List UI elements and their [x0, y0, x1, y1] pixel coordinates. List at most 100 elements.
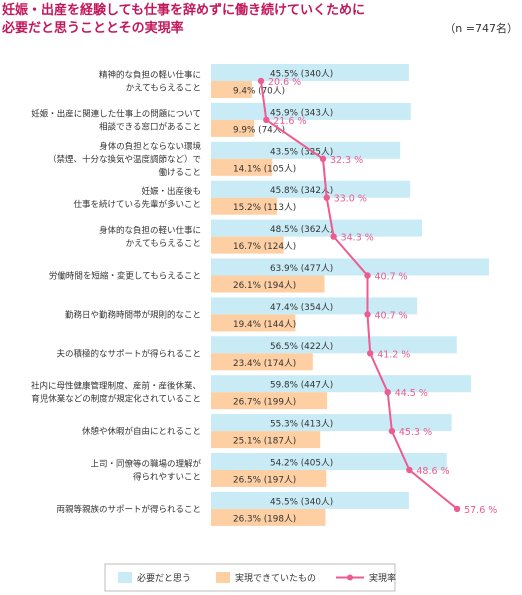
bar-realized-label: 26.1% (194人)	[233, 280, 296, 291]
bar-needed	[211, 375, 472, 393]
bar-needed	[211, 491, 409, 509]
legend-point-rate	[347, 574, 353, 581]
rate-label: 20.6 %	[268, 77, 301, 88]
bar-needed-label: 59.8% (447人)	[270, 380, 333, 391]
category-label: 労働時間を短縮・変更してもらえること	[49, 271, 201, 282]
bar-needed	[211, 180, 411, 198]
rate-point	[319, 155, 327, 162]
bar-needed-label: 55.3% (413人)	[270, 419, 333, 430]
rate-label: 41.2 %	[377, 349, 410, 360]
bar-realized	[211, 81, 252, 98]
category-label: 相談できる窓口があること	[99, 121, 201, 132]
category-label: 精神的な負担の軽い仕事に	[99, 70, 201, 81]
rate-point	[263, 116, 270, 124]
category-label: 夫の積極的なサポートが得られること	[56, 348, 201, 359]
sample-size: （n =747名）	[444, 21, 518, 35]
bar-needed	[211, 297, 418, 315]
rate-label: 40.7 %	[375, 310, 408, 321]
rate-point	[323, 194, 330, 201]
bar-realized	[211, 314, 296, 332]
chart-title-line-2: 必要だと思うこととその実現率	[1, 20, 184, 36]
legend-label-needed: 必要だと思う	[137, 572, 191, 584]
bar-needed	[211, 102, 411, 120]
bar-realized	[211, 158, 273, 176]
bar-needed-label: 54.2% (405人)	[270, 458, 333, 469]
rate-label: 32.3 %	[330, 155, 363, 166]
rate-point	[330, 233, 337, 240]
bar-realized-label: 16.7% (124人)	[233, 241, 296, 252]
bar-needed-label: 45.5% (340人)	[270, 69, 333, 80]
category-label: 身体の負担とならない環境	[99, 141, 201, 152]
category-label: （禁煙、十分な換気や温度調節など）で	[48, 154, 201, 165]
rate-label: 33.0 %	[334, 194, 367, 205]
bar-needed	[211, 258, 489, 276]
bar-realized	[211, 508, 326, 526]
rate-label: 44.5 %	[395, 388, 428, 399]
bar-realized-label: 25.1% (187人)	[233, 436, 296, 447]
rate-point	[453, 505, 461, 513]
bar-realized	[211, 275, 325, 293]
category-label: 妊娠・出産後も	[141, 186, 201, 197]
bar-needed-label: 45.9% (343人)	[270, 107, 333, 118]
bar-realized-label: 23.4% (174人)	[233, 358, 296, 369]
bar-realized-label: 26.5% (197人)	[233, 475, 296, 486]
bar-realized-label: 19.4% (144人)	[233, 319, 296, 330]
category-label: かえてもらえること	[126, 239, 201, 249]
bar-needed	[211, 141, 401, 159]
bar-realized-label: 15.2% (113人)	[233, 202, 296, 213]
category-label: 勤務日や勤務時間帯が規則的なこと	[65, 309, 201, 320]
bar-realized-label: 14.1% (105人)	[233, 163, 296, 174]
bar-needed-label: 56.5% (422人)	[270, 341, 333, 352]
legend: 必要だと思う 実現できていたもの 実現率	[104, 563, 396, 592]
bar-needed-label: 45.5% (340人)	[270, 496, 333, 507]
bar-needed-label: 63.9% (477人)	[270, 263, 333, 274]
chart-title-line-1: 妊娠・出産を経験しても仕事を辞めずに働き続けていくために	[2, 2, 365, 18]
bar-needed-label: 45.8% (342人)	[270, 185, 333, 196]
legend-label-realized: 実現できていたもの	[235, 572, 316, 584]
bar-realized	[211, 119, 255, 137]
bar-needed	[211, 219, 422, 237]
rate-label: 21.6 %	[273, 116, 306, 127]
bar-needed-label: 47.4% (354人)	[270, 302, 333, 313]
rate-point	[406, 466, 413, 474]
bar-needed	[211, 336, 457, 354]
rate-label: 57.6 %	[464, 505, 497, 516]
bar-needed-label: 43.5% (325人)	[270, 146, 333, 157]
bar-needed	[211, 64, 409, 81]
legend-label-rate: 実現率	[369, 572, 396, 584]
category-label: かえてもらえること	[126, 84, 201, 94]
rate-point	[384, 389, 391, 396]
category-label: 育児休業などの制度が規定化されていること	[31, 394, 201, 405]
category-label: 両親等親族のサポートが得られること	[56, 504, 201, 515]
category-label: 仕事を続けている先輩が多いこと	[73, 199, 201, 210]
rate-label: 45.3 %	[399, 427, 432, 438]
bar-realized-label: 9.4% (70人)	[233, 86, 285, 97]
legend-swatch-realized	[216, 572, 230, 583]
rate-label: 48.6 %	[416, 466, 449, 477]
category-label: 身体的な負担の軽い仕事に	[99, 225, 201, 236]
category-label: 妊娠・出産に関連した仕事上の問題について	[31, 108, 201, 119]
category-label: 休憩や休暇が自由にとれること	[82, 426, 201, 437]
rate-point	[364, 311, 371, 318]
legend-swatch-needed	[118, 572, 132, 583]
rate-point	[367, 350, 374, 357]
rate-label: 34.3 %	[341, 233, 374, 244]
category-label: 社内に母性健康管理制度、産前・産後休業、	[31, 381, 201, 392]
bar-realized-label: 26.7% (199人)	[233, 397, 296, 408]
bar-realized	[211, 431, 321, 449]
rate-line	[260, 80, 458, 510]
bar-realized	[211, 197, 278, 215]
category-label: 働けること	[158, 167, 201, 178]
bar-realized-label: 26.3% (198人)	[233, 513, 296, 524]
rate-point	[388, 427, 396, 435]
rate-point	[257, 77, 265, 85]
bar-realized	[211, 392, 328, 410]
rate-point	[364, 272, 371, 279]
bar-needed-label: 48.5% (362人)	[270, 224, 333, 235]
category-label: 得られやすいこと	[133, 472, 201, 483]
bar-realized	[211, 470, 327, 487]
bar-realized-label: 9.9% (74人)	[233, 124, 285, 135]
category-label: 上司・同僚等の職場の理解が	[90, 459, 201, 470]
bar-needed	[211, 453, 447, 470]
